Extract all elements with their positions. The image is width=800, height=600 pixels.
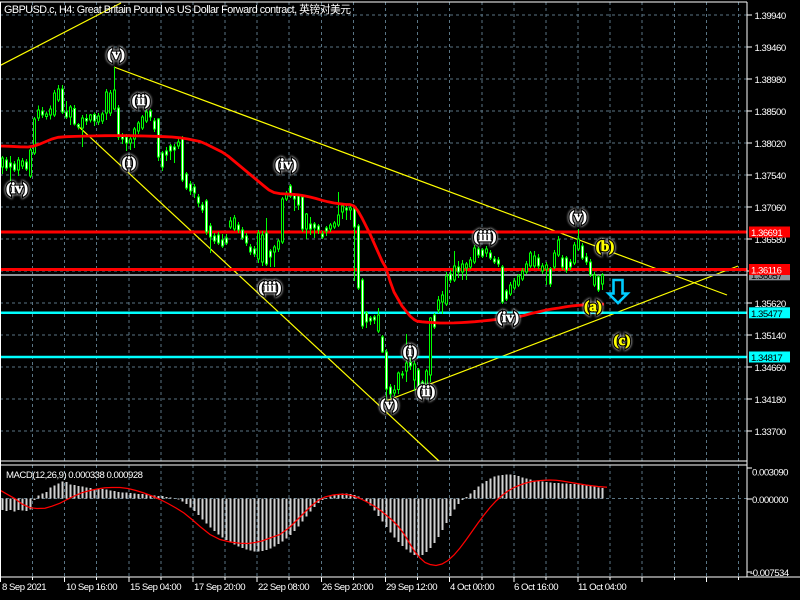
svg-text:(i): (i) bbox=[403, 344, 417, 360]
svg-text:1.33700: 1.33700 bbox=[755, 427, 786, 438]
svg-text:10 Sep 16:00: 10 Sep 16:00 bbox=[66, 582, 117, 593]
svg-text:0.003090: 0.003090 bbox=[752, 468, 788, 479]
svg-text:(c): (c) bbox=[614, 333, 631, 349]
svg-text:1.35620: 1.35620 bbox=[755, 299, 786, 310]
svg-text:MACD(12,26,9) 0.000338 0.00092: MACD(12,26,9) 0.000338 0.000928 bbox=[6, 470, 143, 481]
svg-text:17 Sep 20:00: 17 Sep 20:00 bbox=[194, 582, 245, 593]
svg-text:(iii): (iii) bbox=[474, 229, 497, 245]
svg-text:(c): (c) bbox=[614, 333, 631, 349]
svg-text:-0.007534: -0.007534 bbox=[750, 568, 790, 579]
svg-text:1.36580: 1.36580 bbox=[755, 235, 786, 246]
svg-text:(ii): (ii) bbox=[417, 384, 435, 400]
svg-text:26 Sep 20:00: 26 Sep 20:00 bbox=[322, 582, 373, 593]
svg-text:1.39460: 1.39460 bbox=[755, 43, 786, 54]
svg-text:1.35140: 1.35140 bbox=[755, 331, 786, 342]
svg-text:(v): (v) bbox=[107, 47, 125, 63]
svg-text:(ii): (ii) bbox=[132, 93, 150, 109]
svg-text:1.34817: 1.34817 bbox=[751, 353, 782, 364]
svg-text:1.39940: 1.39940 bbox=[755, 11, 786, 22]
svg-text:6 Oct 16:00: 6 Oct 16:00 bbox=[514, 582, 558, 593]
svg-text:(iv): (iv) bbox=[497, 310, 519, 326]
svg-text:(v): (v) bbox=[380, 397, 398, 413]
svg-text:11 Oct 04:00: 11 Oct 04:00 bbox=[578, 582, 626, 593]
svg-text:1.35477: 1.35477 bbox=[751, 309, 782, 320]
svg-text:8 Sep 2021: 8 Sep 2021 bbox=[2, 582, 46, 593]
svg-text:(iv): (iv) bbox=[6, 181, 28, 197]
svg-text:1.34660: 1.34660 bbox=[755, 363, 786, 374]
svg-text:(ii): (ii) bbox=[132, 93, 150, 109]
svg-text:(ii): (ii) bbox=[417, 384, 435, 400]
svg-text:(iv): (iv) bbox=[275, 157, 297, 173]
svg-text:(a): (a) bbox=[584, 299, 602, 315]
svg-text:22 Sep 08:00: 22 Sep 08:00 bbox=[258, 582, 309, 593]
svg-text:0.000000: 0.000000 bbox=[752, 495, 788, 506]
svg-text:(v): (v) bbox=[107, 47, 125, 63]
svg-text:15 Sep 04:00: 15 Sep 04:00 bbox=[130, 582, 181, 593]
svg-text:GBPUSD.c, H4: Great Britain P: GBPUSD.c, H4: Great Britain Pound vs US … bbox=[4, 2, 351, 16]
svg-text:1.38980: 1.38980 bbox=[755, 75, 786, 86]
svg-text:(b): (b) bbox=[596, 239, 614, 255]
svg-text:(iii): (iii) bbox=[259, 280, 282, 296]
svg-text:(iii): (iii) bbox=[474, 229, 497, 245]
svg-text:1.34180: 1.34180 bbox=[755, 395, 786, 406]
svg-text:1.38020: 1.38020 bbox=[755, 139, 786, 150]
svg-text:1.36691: 1.36691 bbox=[751, 228, 782, 239]
svg-text:(iv): (iv) bbox=[6, 181, 28, 197]
svg-text:(i): (i) bbox=[403, 344, 417, 360]
svg-text:(iv): (iv) bbox=[6, 181, 28, 197]
svg-text:(v): (v) bbox=[569, 209, 587, 225]
svg-text:(c): (c) bbox=[614, 333, 631, 349]
svg-text:(i): (i) bbox=[122, 155, 136, 171]
svg-text:(v): (v) bbox=[380, 397, 398, 413]
svg-text:1.38500: 1.38500 bbox=[755, 107, 786, 118]
svg-text:(v): (v) bbox=[569, 209, 587, 225]
svg-text:(iii): (iii) bbox=[259, 280, 282, 296]
svg-text:(iii): (iii) bbox=[259, 280, 282, 296]
svg-text:(iv): (iv) bbox=[497, 310, 519, 326]
svg-text:(iv): (iv) bbox=[275, 157, 297, 173]
svg-text:1.36116: 1.36116 bbox=[751, 266, 782, 277]
svg-text:(i): (i) bbox=[403, 344, 417, 360]
svg-text:(a): (a) bbox=[584, 299, 602, 315]
svg-text:(iv): (iv) bbox=[275, 157, 297, 173]
svg-text:1.37060: 1.37060 bbox=[755, 203, 786, 214]
svg-text:(v): (v) bbox=[380, 397, 398, 413]
svg-text:(v): (v) bbox=[569, 209, 587, 225]
svg-text:(i): (i) bbox=[122, 155, 136, 171]
svg-text:(iv): (iv) bbox=[497, 310, 519, 326]
svg-text:(ii): (ii) bbox=[132, 93, 150, 109]
svg-text:(b): (b) bbox=[596, 239, 614, 255]
svg-text:(iii): (iii) bbox=[474, 229, 497, 245]
svg-text:(v): (v) bbox=[107, 47, 125, 63]
svg-text:(i): (i) bbox=[122, 155, 136, 171]
svg-text:1.37540: 1.37540 bbox=[755, 171, 786, 182]
svg-text:1.36057: 1.36057 bbox=[751, 271, 782, 282]
svg-text:4 Oct 00:00: 4 Oct 00:00 bbox=[450, 582, 494, 593]
svg-text:(b): (b) bbox=[596, 239, 614, 255]
svg-text:(ii): (ii) bbox=[417, 384, 435, 400]
svg-text:(a): (a) bbox=[584, 299, 602, 315]
svg-text:29 Sep 12:00: 29 Sep 12:00 bbox=[386, 582, 437, 593]
